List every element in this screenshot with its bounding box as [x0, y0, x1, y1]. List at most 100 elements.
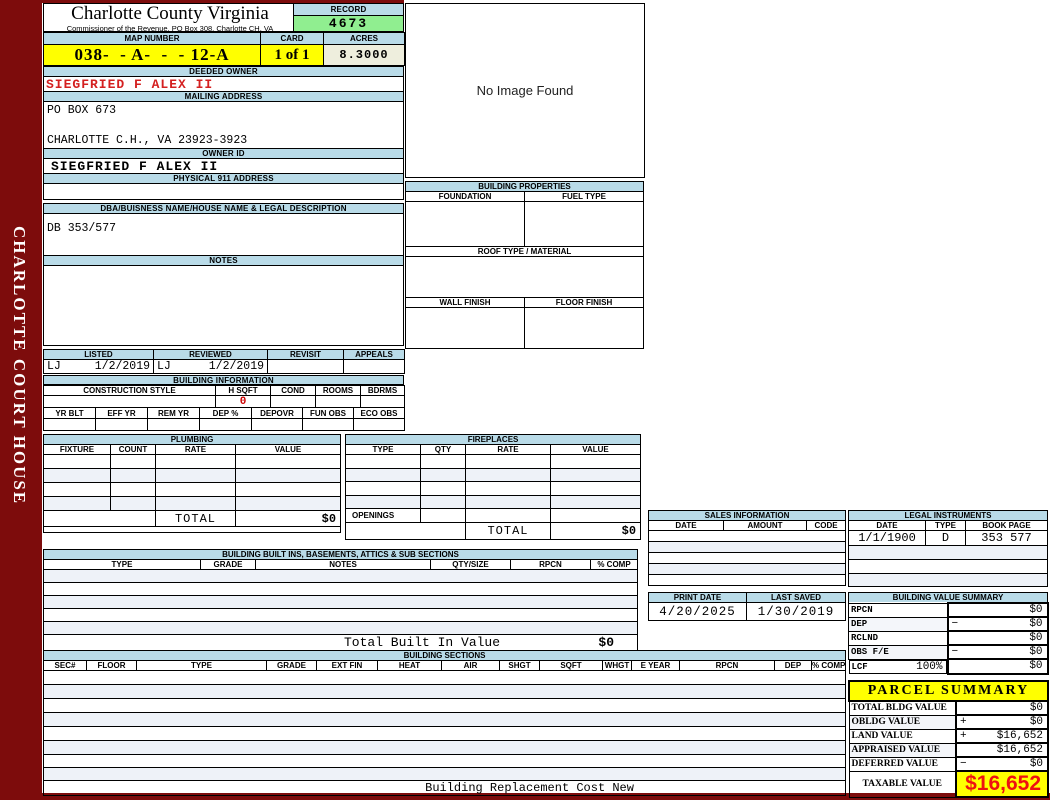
table-row	[42, 767, 847, 781]
table-row	[42, 670, 847, 685]
revisit-label: REVISIT	[267, 349, 344, 360]
legal-type-label: TYPE	[925, 520, 966, 531]
table-row	[43, 496, 342, 511]
listed-value: LJ 1/2/2019	[43, 359, 154, 374]
table-row: DATE TYPE BOOK PAGE	[848, 520, 1049, 531]
review-table: LISTED REVIEWED REVISIT APPEALS LJ 1/2/20…	[43, 349, 405, 374]
deeded-owner-label: DEEDED OWNER	[44, 67, 403, 77]
table-row	[43, 569, 638, 583]
plumbing-title: PLUMBING	[42, 434, 342, 445]
obldg-value-label: OBLDG VALUE	[848, 714, 957, 730]
print-date-label: PRINT DATE	[648, 592, 747, 603]
table-row: TYPE QTY RATE VALUE	[345, 444, 642, 455]
legal-date-value: 1/1/1900	[848, 530, 926, 546]
table-row: TYPE GRADE NOTES QTY/SIZE RPCN % COMP	[43, 559, 638, 570]
sections-air-label: AIR	[441, 660, 500, 671]
table-row	[345, 454, 642, 469]
fireplaces-rate-label: RATE	[465, 444, 551, 455]
bvs-obs-label: OBS F/E	[848, 644, 948, 660]
table-row	[43, 454, 342, 469]
fireplaces-total-label: TOTAL	[465, 522, 551, 540]
table-row	[42, 526, 342, 533]
roof-value	[404, 256, 645, 298]
listed-label: LISTED	[43, 349, 154, 360]
table-row: RPCN $0	[848, 602, 1049, 618]
table-row	[43, 595, 638, 609]
print-info-table: PRINT DATE LAST SAVED 4/20/2025 1/30/201…	[648, 592, 846, 621]
fireplaces-value-label: VALUE	[549, 444, 642, 455]
fireplaces-title: FIREPLACES	[344, 434, 642, 445]
card-label: CARD	[260, 32, 324, 45]
bvs-dep-value: $0	[1029, 618, 1043, 630]
built-ins-qtysize-label: QTY/SIZE	[430, 559, 511, 570]
table-row: 0	[43, 395, 405, 409]
county-watermark: CHARLOTTE COURT HOUSE	[10, 226, 29, 506]
plumbing-total-value: $0	[234, 510, 342, 527]
openings-label: OPENINGS	[345, 508, 421, 523]
map-number-label: MAP NUMBER	[43, 32, 261, 45]
built-ins-total-label: Total Built In Value	[344, 635, 501, 650]
building-information-table2: YR BLT EFF YR REM YR DEP % DEPOVR FUN OB…	[43, 407, 405, 431]
foundation-value	[405, 201, 525, 247]
sales-amount-label: AMOUNT	[723, 520, 807, 531]
building-value-summary-title: BUILDING VALUE SUMMARY	[847, 592, 1049, 604]
legal-type-value: D	[925, 530, 966, 546]
table-row: SALES INFORMATION	[647, 510, 847, 521]
record-number: 4673	[293, 16, 404, 32]
table-row	[42, 740, 847, 755]
land-value-label: LAND VALUE	[848, 728, 957, 744]
plumbing-table: PLUMBING FIXTURE COUNT RATE VALUE TOTAL …	[42, 434, 342, 533]
legal-date-label: DATE	[848, 520, 926, 531]
table-row: DEP − $0	[848, 616, 1049, 632]
sections-footer-label: Building Replacement Cost New	[425, 781, 634, 795]
table-row: MAP NUMBER CARD ACRES	[43, 32, 405, 45]
table-row	[647, 574, 847, 586]
sections-sec-label: SEC#	[43, 660, 87, 671]
obldg-value: $0	[1029, 716, 1044, 728]
mailing-address-line1: PO BOX 673	[44, 102, 403, 118]
bdrms-label: BDRMS	[360, 385, 405, 396]
table-row	[43, 482, 342, 497]
table-row	[404, 256, 645, 298]
sections-comp-label: % COMP	[810, 660, 847, 671]
physical-address-value	[44, 184, 403, 200]
table-row	[43, 582, 638, 596]
sections-shgt-label: SHGT	[499, 660, 540, 671]
print-date-value: 4/20/2025	[648, 602, 747, 621]
bvs-lcf-label: LCF	[851, 661, 868, 672]
table-row: TOTAL $0	[345, 522, 642, 540]
bvs-lcf-label-cell: LCF 100%	[848, 659, 947, 674]
taxable-value-label: TAXABLE VALUE	[848, 770, 957, 798]
floor-finish-value	[523, 307, 645, 349]
bottom-border	[0, 793, 1050, 800]
dba-value: DB 353/577	[44, 214, 403, 256]
fireplaces-table: FIREPLACES TYPE QTY RATE VALUE OPENINGS …	[344, 434, 642, 540]
table-row: BUILDING SECTIONS	[42, 650, 847, 661]
bvs-rpcn-value: $0	[1029, 604, 1043, 616]
fuel-type-value	[523, 201, 645, 247]
table-row	[43, 418, 405, 431]
table-row	[43, 608, 638, 622]
sections-extfin-label: EXT FIN	[316, 660, 378, 671]
table-row: FIREPLACES	[344, 434, 642, 445]
listed-date: 1/2/2019	[94, 360, 150, 373]
owner-id-label: OWNER ID	[44, 149, 403, 159]
notes-label: NOTES	[44, 256, 403, 266]
total-bldg-value-label: TOTAL BLDG VALUE	[848, 700, 957, 716]
yrblt-label: YR BLT	[43, 407, 96, 419]
construction-style-label: CONSTRUCTION STYLE	[43, 385, 216, 396]
table-row: TOTAL BLDG VALUE $0	[848, 700, 1050, 716]
building-sections-table: BUILDING SECTIONS SEC# FLOOR TYPE GRADE …	[42, 650, 847, 796]
depovr-label: DEPOVR	[251, 407, 303, 419]
plumbing-value-label: VALUE	[234, 444, 342, 455]
bvs-obs-value: $0	[1029, 646, 1043, 658]
building-properties-title: BUILDING PROPERTIES	[404, 181, 645, 192]
appraised-value: $16,652	[996, 744, 1044, 756]
table-row	[847, 559, 1049, 574]
appeals-label: APPEALS	[343, 349, 405, 360]
last-saved-value: 1/30/2019	[746, 602, 846, 621]
taxable-value: $16,652	[954, 770, 1050, 798]
table-row: BUILDING BUILT INS, BASEMENTS, ATTICS & …	[43, 549, 638, 560]
table-row: BUILDING PROPERTIES	[404, 181, 645, 192]
sales-code-label: CODE	[805, 520, 847, 531]
